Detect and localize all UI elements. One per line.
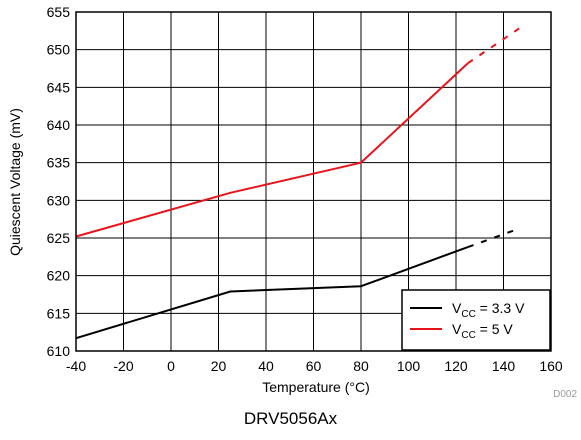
plot-frame <box>75 11 552 352</box>
series-layer <box>75 26 521 340</box>
y-tick-label: 615 <box>47 305 71 321</box>
y-tick-labels: 610 615 620 625 630 635 640 645 650 655 <box>47 4 71 359</box>
y-tick-label: 620 <box>47 268 71 284</box>
y-tick-label: 645 <box>47 79 71 95</box>
figure-id: D002 <box>553 389 577 400</box>
x-tick-label: 120 <box>444 358 468 374</box>
x-axis-label: Temperature (°C) <box>262 379 370 395</box>
legend-label-3v3: VCC = 3.3 V <box>452 300 525 320</box>
x-tick-label: 60 <box>306 358 322 374</box>
y-tick-label: 650 <box>47 42 71 58</box>
y-axis-label: Quiescent Voltage (mV) <box>7 108 23 256</box>
x-tick-label: 140 <box>492 358 516 374</box>
y-tick-label: 640 <box>47 117 71 133</box>
y-tick-label: 655 <box>47 4 71 20</box>
legend-box <box>401 289 551 351</box>
series-extrapolation-0 <box>467 227 521 248</box>
series-extrapolation-1 <box>467 26 521 65</box>
x-tick-labels: -40 -20 0 20 40 60 80 100 120 140 160 <box>66 358 563 374</box>
legend-label-5v: VCC = 5 V <box>452 321 513 341</box>
y-tick-label: 630 <box>47 192 71 208</box>
x-tick-label: 80 <box>353 358 369 374</box>
legend: VCC = 3.3 V VCC = 5 V <box>401 289 551 351</box>
x-tick-label: 40 <box>258 358 274 374</box>
x-tick-label: 160 <box>539 358 563 374</box>
x-tick-label: -20 <box>113 358 133 374</box>
series-line-0 <box>75 246 469 340</box>
y-tick-label: 635 <box>47 155 71 171</box>
series-line-1 <box>75 62 469 238</box>
y-tick-label: 625 <box>47 230 71 246</box>
x-tick-label: -40 <box>66 358 86 374</box>
y-tick-label: 610 <box>47 343 71 359</box>
chart: -40 -20 0 20 40 60 80 100 120 140 160 610 615 620 625… <box>7 4 577 400</box>
x-tick-label: 0 <box>167 358 175 374</box>
x-tick-label: 100 <box>397 358 421 374</box>
chart-caption: DRV5056Ax <box>243 409 338 428</box>
x-tick-label: 20 <box>211 358 227 374</box>
